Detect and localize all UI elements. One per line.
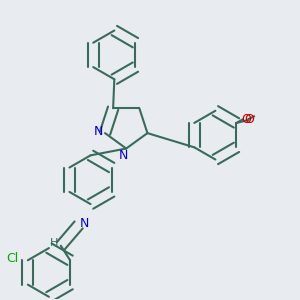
Text: N: N	[94, 125, 103, 138]
Text: N: N	[118, 148, 128, 162]
Text: N: N	[80, 217, 89, 230]
Text: H: H	[50, 238, 58, 248]
Text: O: O	[242, 113, 251, 126]
Text: O: O	[244, 113, 254, 127]
Text: Cl: Cl	[7, 252, 19, 265]
